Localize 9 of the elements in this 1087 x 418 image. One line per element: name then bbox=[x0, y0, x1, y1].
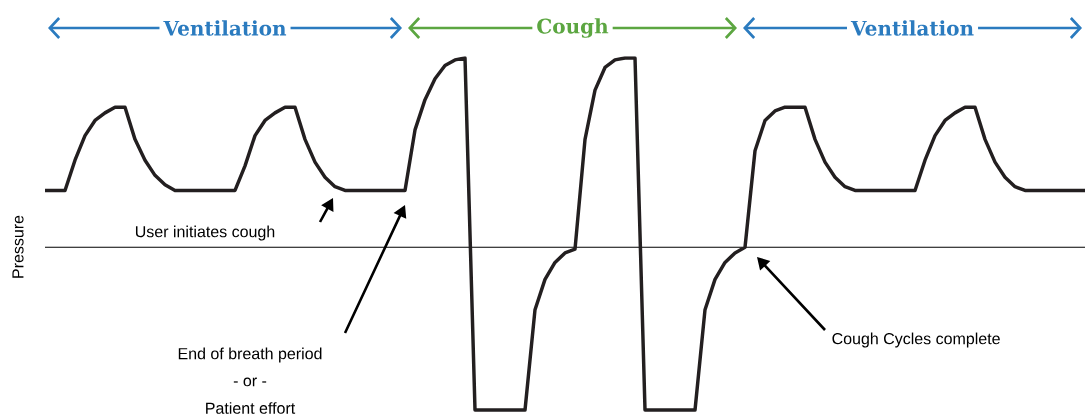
text: Ventilation bbox=[850, 20, 974, 36]
annotation: - or - bbox=[233, 377, 267, 387]
annotation: Cough Cycles complete bbox=[832, 332, 1000, 348]
annotation: User initiates cough bbox=[135, 225, 275, 241]
text: Cough bbox=[537, 18, 609, 38]
annotation: End of breath period bbox=[178, 347, 322, 363]
annotation: Patient effort bbox=[206, 402, 296, 414]
y-axis-title: Pressure bbox=[12, 215, 24, 278]
text: Ventilation bbox=[163, 20, 287, 36]
